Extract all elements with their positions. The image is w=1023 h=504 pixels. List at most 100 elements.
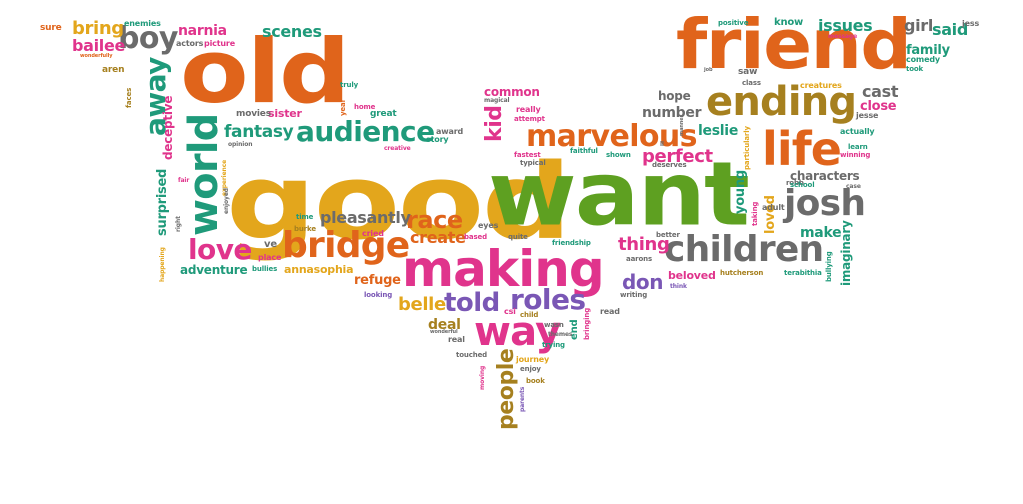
word-shown: shown (606, 151, 631, 159)
word-think: think (670, 283, 687, 290)
word-picture: picture (204, 39, 235, 48)
word-movies: movies (236, 109, 271, 119)
word-faithful: faithful (570, 147, 598, 155)
word-said: said (932, 20, 968, 39)
word-pleasantly: pleasantly (320, 208, 411, 227)
word-fair: fair (178, 177, 190, 184)
word-close: close (860, 99, 897, 114)
word-touched: touched (456, 351, 488, 359)
word-marvelous: marvelous (526, 119, 698, 154)
word-real: real (448, 335, 465, 344)
word-hutcherson: hutcherson (720, 269, 764, 277)
word-journey: journey (516, 355, 550, 364)
word-children: children (664, 229, 824, 270)
word-saw: saw (738, 67, 758, 77)
word-attempt: attempt (514, 115, 545, 123)
word-told: told (444, 288, 500, 318)
word-narnia: narnia (178, 23, 227, 39)
word-ve: ve (264, 239, 277, 250)
word-jesse: jesse (856, 111, 879, 120)
word-race: race (406, 206, 463, 234)
word-cast: cast (862, 82, 899, 101)
word-friend: friend (676, 4, 912, 85)
word-number: number (642, 105, 702, 121)
word-common: common (484, 85, 540, 99)
word-bullying: bullying (825, 251, 833, 282)
word-girl: girl (904, 16, 934, 35)
word-ll: ll (660, 141, 664, 148)
word-eyes: eyes (478, 221, 499, 230)
word-based: based (464, 233, 487, 241)
word-home: home (354, 103, 376, 111)
word-scenes: scenes (262, 22, 322, 41)
word-deserves: deserves (652, 161, 687, 169)
word-thing: thing (618, 234, 670, 255)
word-loved: loved (763, 195, 778, 234)
word-book: book (526, 377, 545, 385)
word-belle: belle (398, 294, 446, 315)
word-fantasy: fantasy (224, 122, 294, 142)
word-right: right (175, 216, 182, 232)
word-wasn: wasn (544, 321, 564, 329)
word-themes: themes (548, 331, 573, 338)
word-class: class (742, 79, 761, 87)
word-josh: josh (784, 183, 866, 224)
word-taking: taking (751, 201, 759, 226)
word-perfect: perfect (642, 146, 713, 167)
word-want: want (488, 142, 750, 246)
word-place: place (258, 253, 282, 262)
word-robb: robb (786, 179, 804, 187)
word-roles: roles (510, 283, 586, 316)
word-don: don (622, 270, 664, 294)
word-trying: trying (542, 341, 565, 349)
word-adult: adult (762, 203, 785, 212)
word-looking: looking (364, 291, 393, 299)
word-particularly: particularly (743, 126, 751, 170)
word-terabithia: terabithia (784, 269, 822, 277)
word-make: make (800, 225, 842, 241)
word-people: people (494, 348, 519, 430)
word-love: love (188, 233, 252, 266)
word-bailee: bailee (72, 36, 126, 55)
word-typical: typical (520, 159, 546, 167)
word-moving: moving (479, 365, 486, 390)
word-know: know (774, 17, 804, 28)
word-leslie: leslie (698, 123, 739, 139)
word-young: young (733, 170, 748, 214)
word-burke: burke (294, 225, 316, 233)
word-sure: sure (40, 23, 62, 33)
word-case: case (846, 183, 861, 190)
word-writing: writing (620, 291, 648, 299)
word-bullies: bullies (252, 265, 278, 273)
word-world: world (181, 113, 227, 236)
word-issues: issues (818, 16, 873, 35)
word-comedy: comedy (906, 55, 940, 64)
word-time: time (296, 213, 314, 221)
word-bridge: bridge (282, 225, 410, 266)
word-enemies: enemies (124, 19, 161, 28)
word-enjoy: enjoy (520, 365, 541, 373)
word-way: way (474, 309, 561, 355)
word-boy: boy (118, 21, 178, 56)
word-wonderful: wonderful (430, 329, 458, 335)
word-actors: actors (176, 39, 204, 48)
word-kid: kid (482, 105, 507, 142)
word-good: good (226, 140, 572, 263)
word-job: job (704, 67, 713, 73)
word-surprised: surprised (155, 168, 170, 236)
word-award: award (436, 127, 464, 136)
word-sister: sister (268, 107, 302, 120)
word-imaginary: imaginary (839, 220, 853, 286)
word-truly: truly (340, 81, 359, 89)
word-magical: magical (484, 97, 510, 104)
word-aarons: aarons (626, 255, 653, 263)
word-characters: characters (790, 169, 860, 183)
word-year: year (339, 99, 347, 116)
word-adventure: adventure (180, 263, 248, 277)
word-creatures: creatures (800, 81, 842, 90)
word-fastest: fastest (514, 151, 541, 159)
word-message: message (828, 33, 858, 40)
word-old: old (180, 20, 351, 124)
word-story: story (426, 135, 449, 144)
